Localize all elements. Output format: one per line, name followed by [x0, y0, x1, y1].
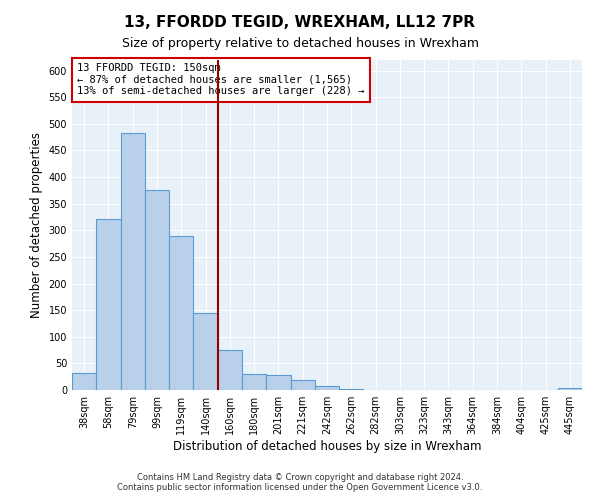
Bar: [315, 386, 339, 390]
Bar: [290, 380, 315, 390]
Bar: [96, 218, 121, 390]
Bar: [121, 133, 145, 390]
Bar: [145, 190, 169, 390]
Bar: [72, 373, 96, 390]
Bar: [169, 236, 193, 390]
Text: Contains HM Land Registry data © Crown copyright and database right 2024.
Contai: Contains HM Land Registry data © Crown c…: [118, 473, 482, 492]
Text: 13 FFORDD TEGID: 150sqm
← 87% of detached houses are smaller (1,565)
13% of semi: 13 FFORDD TEGID: 150sqm ← 87% of detache…: [77, 64, 365, 96]
Bar: [558, 388, 582, 390]
Bar: [218, 350, 242, 390]
Bar: [266, 375, 290, 390]
Text: 13, FFORDD TEGID, WREXHAM, LL12 7PR: 13, FFORDD TEGID, WREXHAM, LL12 7PR: [125, 15, 476, 30]
Bar: [242, 374, 266, 390]
X-axis label: Distribution of detached houses by size in Wrexham: Distribution of detached houses by size …: [173, 440, 481, 453]
Bar: [193, 313, 218, 390]
Y-axis label: Number of detached properties: Number of detached properties: [30, 132, 43, 318]
Text: Size of property relative to detached houses in Wrexham: Size of property relative to detached ho…: [121, 38, 479, 51]
